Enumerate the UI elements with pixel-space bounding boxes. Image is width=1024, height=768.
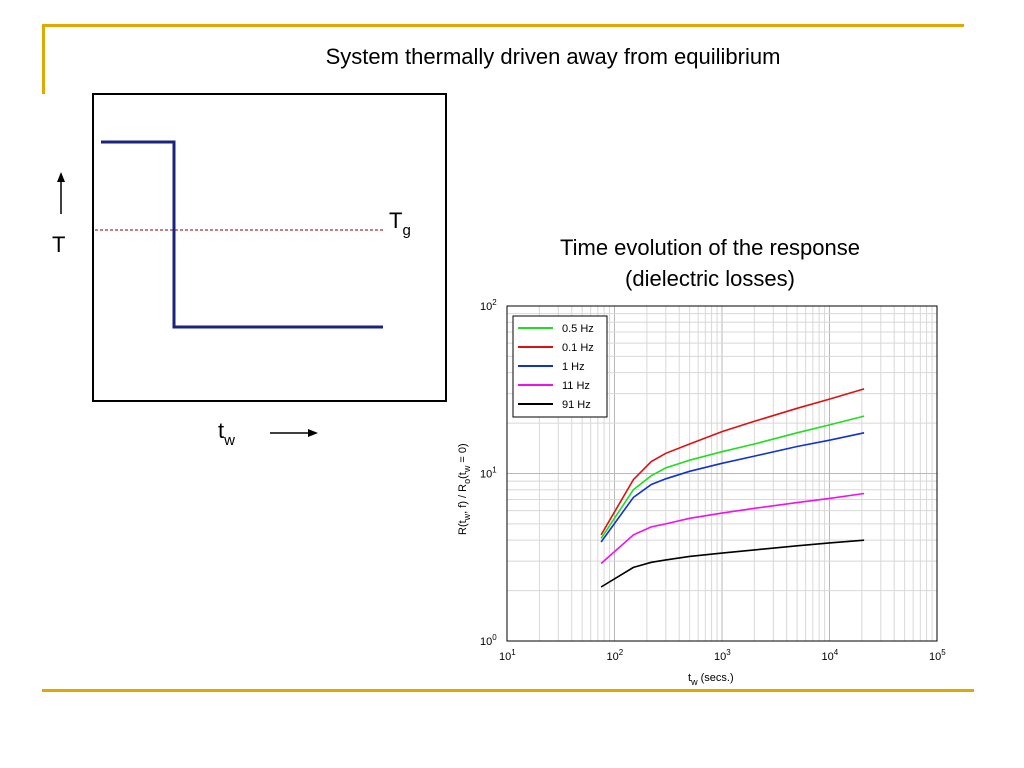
- x-tick-label: 103: [714, 648, 731, 663]
- x-tick-label: 104: [822, 648, 839, 663]
- series-line-4: [600, 539, 865, 588]
- y-tick-label: 102: [480, 298, 497, 313]
- tg-label: Tg: [389, 208, 411, 239]
- y-tick-label: 101: [480, 466, 497, 481]
- legend-label: 91 Hz: [562, 399, 591, 411]
- tw-label: tw: [218, 418, 235, 449]
- slide-title: System thermally driven away from equili…: [325, 44, 781, 69]
- slide-top-rule: [42, 24, 964, 27]
- series-line-0: [600, 415, 865, 539]
- temperature-step-line: [101, 140, 383, 329]
- x-tick-label: 105: [929, 648, 946, 663]
- x-tick-label: 102: [607, 648, 624, 663]
- slide-bottom-rule: [42, 689, 974, 692]
- x-tick-label: 101: [499, 648, 516, 663]
- chart-legend: 0.5 Hz 0.1 Hz 1 Hz 11 Hz 91 Hz: [512, 315, 608, 418]
- plot-area-frame: [506, 305, 938, 642]
- series-line-2: [600, 432, 865, 543]
- legend-label: 11 Hz: [562, 380, 590, 392]
- legend-label: 1 Hz: [562, 361, 585, 373]
- y-tick-label: 100: [480, 633, 497, 648]
- temp-label: T: [52, 232, 65, 257]
- chart-title-line1: Time evolution of the response: [559, 235, 861, 260]
- legend-label: 0.1 Hz: [562, 342, 594, 354]
- diagram-frame: [92, 93, 447, 402]
- series-line-3: [600, 492, 865, 565]
- chart-title: Time evolution of the response (dielectr…: [520, 232, 900, 294]
- y-axis-label: R(tw, f) / Ro(tw = 0): [457, 443, 472, 535]
- chart-series: [600, 388, 865, 588]
- slide-left-rule: [42, 24, 45, 94]
- series-line-1: [600, 388, 865, 536]
- temp-arrow-icon: [57, 172, 65, 182]
- legend-label: 0.5 Hz: [562, 323, 594, 335]
- temperature-quench-diagram: T Tg tw: [52, 93, 447, 449]
- chart-title-line2: (dielectric losses): [625, 266, 795, 291]
- x-axis-label: tw (secs.): [688, 672, 734, 687]
- tw-arrow-icon: [308, 429, 318, 437]
